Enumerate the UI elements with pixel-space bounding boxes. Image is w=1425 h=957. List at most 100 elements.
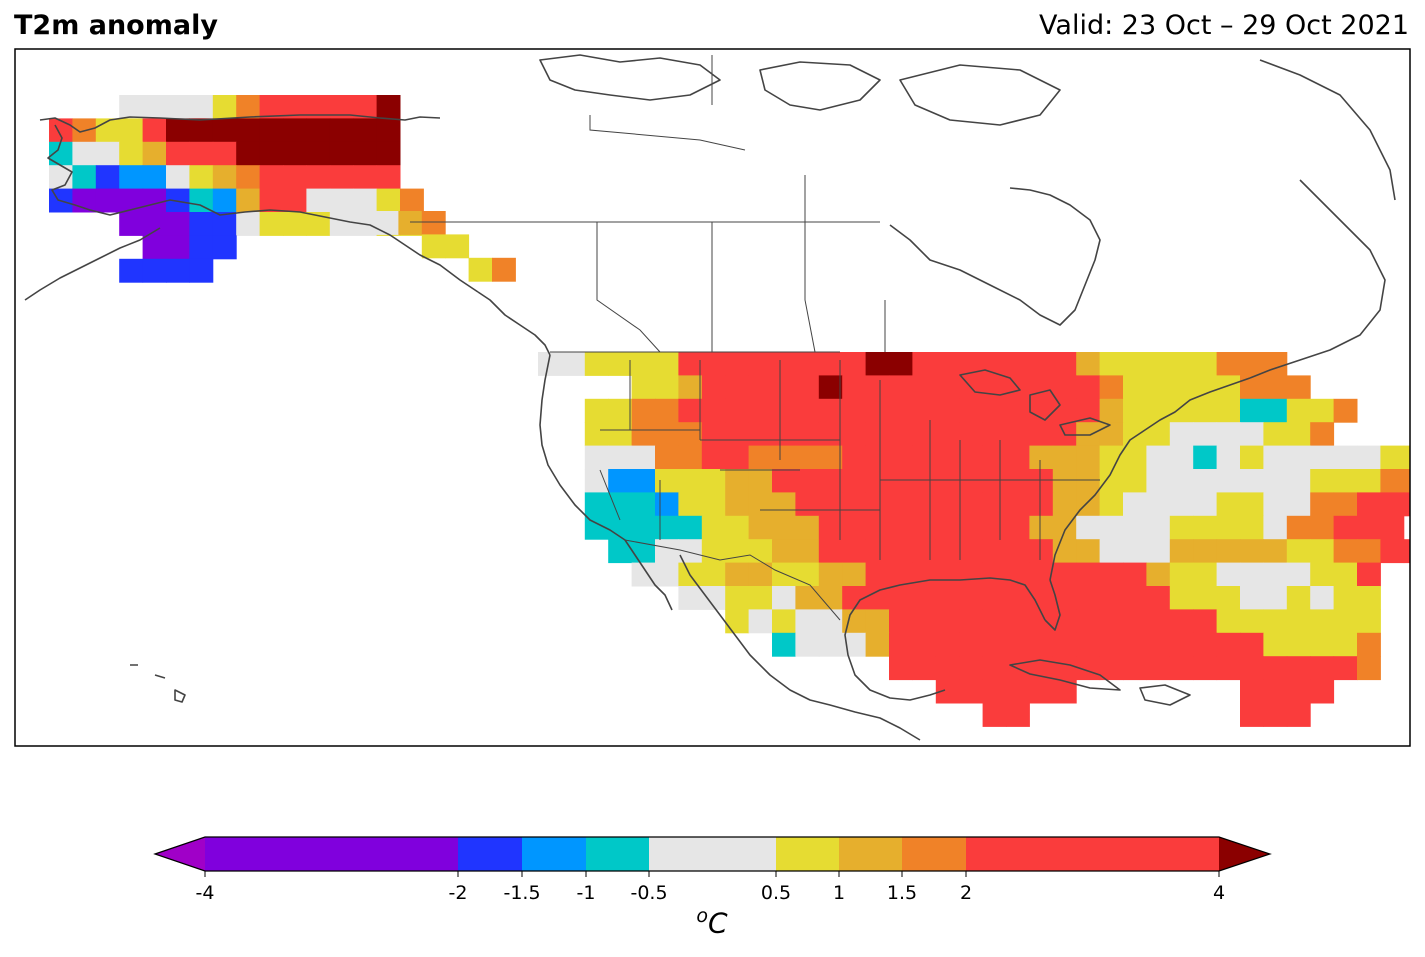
conus-anomaly-cell: [1193, 352, 1218, 376]
conus-anomaly-cell: [1357, 586, 1381, 610]
conus-anomaly-cell: [1006, 515, 1030, 540]
conus-anomaly-cell: [1193, 656, 1218, 681]
conus-anomaly-cell: [772, 562, 796, 587]
conus-anomaly-cell: [655, 375, 679, 400]
conus-anomaly-cell: [935, 352, 960, 376]
conus-anomaly-cell: [608, 422, 633, 447]
conus-anomaly-cell: [631, 352, 656, 376]
alaska-anomaly-cell: [142, 188, 167, 213]
conus-anomaly-cell: [1216, 586, 1241, 610]
conus-anomaly-cell: [631, 398, 656, 423]
conus-anomaly-cell: [1169, 656, 1194, 681]
conus-anomaly-cell: [912, 375, 937, 400]
conus-anomaly-cell: [1286, 492, 1311, 517]
conus-anomaly-cell: [889, 562, 913, 587]
conus-anomaly-cell: [631, 539, 656, 564]
conus-anomaly-cell: [982, 703, 1007, 727]
conus-anomaly-cell: [1333, 609, 1358, 634]
conus-anomaly-cell: [678, 352, 703, 376]
alaska-anomaly-cell: [212, 212, 237, 236]
conus-anomaly-cell: [795, 539, 820, 564]
conus-anomaly-cell: [795, 398, 820, 423]
conus-anomaly-cell: [1076, 398, 1101, 423]
conus-anomaly-cell: [772, 539, 796, 564]
alaska-anomaly-cell: [189, 258, 214, 283]
conus-anomaly-cell: [655, 562, 679, 587]
conus-anomaly-cell: [1076, 562, 1101, 587]
alaska-anomaly-cell: [259, 212, 284, 236]
conus-anomaly-cell: [912, 515, 937, 540]
conus-anomaly-cell: [1216, 469, 1241, 493]
conus-anomaly-cell: [1216, 398, 1241, 423]
alaska-anomaly-cell: [166, 118, 190, 143]
alaska-coastline: [39, 114, 441, 133]
conus-anomaly-cell: [959, 398, 984, 423]
conus-anomaly-cell: [1263, 632, 1288, 657]
alaska-anomaly-cell: [189, 141, 214, 166]
conus-anomaly-cell: [1006, 422, 1030, 447]
conus-anomaly-cell: [1146, 656, 1171, 681]
conus-anomaly-cell: [1333, 539, 1358, 564]
alaska-anomaly-cell: [72, 141, 97, 166]
conus-anomaly-cell: [748, 422, 773, 447]
alaska-anomaly-cell: [353, 165, 378, 190]
hawaii-islands: [130, 664, 186, 703]
conus-anomaly-cell: [1286, 609, 1311, 634]
conus-anomaly-cell: [1146, 515, 1171, 540]
alaska-anomaly-cell: [329, 141, 354, 166]
conus-anomaly-cell: [959, 586, 984, 610]
conus-anomaly-cell: [959, 352, 984, 376]
conus-anomaly-cell: [701, 352, 726, 376]
conus-anomaly-cell: [1029, 398, 1054, 423]
bc-anomaly-cell: [398, 211, 423, 235]
alaska-anomaly-cell: [353, 141, 378, 166]
conus-anomaly-cell: [701, 445, 726, 470]
alaska-anomaly-cell: [353, 95, 378, 119]
conus-anomaly-cell: [631, 375, 656, 400]
conus-anomaly-cell: [1123, 492, 1147, 517]
conus-anomaly-cell: [865, 352, 890, 376]
conus-anomaly-cell: [1076, 445, 1101, 470]
conus-anomaly-cell: [1099, 609, 1124, 634]
conus-anomaly-cell: [1146, 352, 1171, 376]
conus-anomaly-cell: [1357, 515, 1381, 540]
conus-anomaly-cell: [1052, 609, 1077, 634]
conus-anomaly-cell: [818, 492, 843, 517]
conus-anomaly-cell: [1052, 632, 1077, 657]
conus-anomaly-cell: [1286, 656, 1311, 681]
conus-anomaly-cell: [1216, 445, 1241, 470]
conus-anomaly-cell: [982, 632, 1007, 657]
conus-anomaly-cell: [1310, 609, 1335, 634]
conus-anomaly-cell: [1380, 515, 1405, 540]
conus-anomaly-cell: [1169, 469, 1194, 493]
conus-anomaly-cell: [1403, 445, 1410, 470]
conus-anomaly-cell: [982, 398, 1007, 423]
conus-anomaly-cell: [655, 539, 679, 564]
conus-anomaly-cell: [1123, 445, 1147, 470]
great-lakes: [959, 369, 1021, 396]
colorbar-tick-label: 2: [959, 882, 973, 904]
conus-anomaly-cell: [1403, 539, 1410, 564]
conus-anomaly-cell: [725, 562, 750, 587]
conus-anomaly-cell: [1310, 445, 1335, 470]
conus-anomaly-cell: [1146, 375, 1171, 400]
conus-anomaly-cell: [1240, 656, 1264, 681]
conus-anomaly-cell: [959, 445, 984, 470]
conus-anomaly-cell: [1333, 398, 1358, 423]
conus-anomaly-cell: [748, 375, 773, 400]
conus-anomaly-cell: [818, 422, 843, 447]
great-lakes-2: [1029, 389, 1061, 421]
conus-anomaly-cell: [1006, 539, 1030, 564]
conus-anomaly-cell: [772, 445, 796, 470]
conus-anomaly-cell: [982, 609, 1007, 634]
conus-anomaly-cell: [1263, 703, 1288, 727]
conus-anomaly-cell: [1006, 609, 1030, 634]
alaska-anomaly-cell: [376, 141, 401, 166]
alaska-anomaly-cell: [119, 141, 144, 166]
colorbar-tick-label: -1.5: [503, 882, 541, 904]
conus-anomaly-cell: [1193, 609, 1218, 634]
conus-anomaly-cell: [1286, 422, 1311, 447]
alaska-anomaly-cell: [95, 165, 120, 190]
conus-anomaly-cell: [561, 352, 586, 376]
conus-anomaly-cell: [1380, 445, 1405, 470]
